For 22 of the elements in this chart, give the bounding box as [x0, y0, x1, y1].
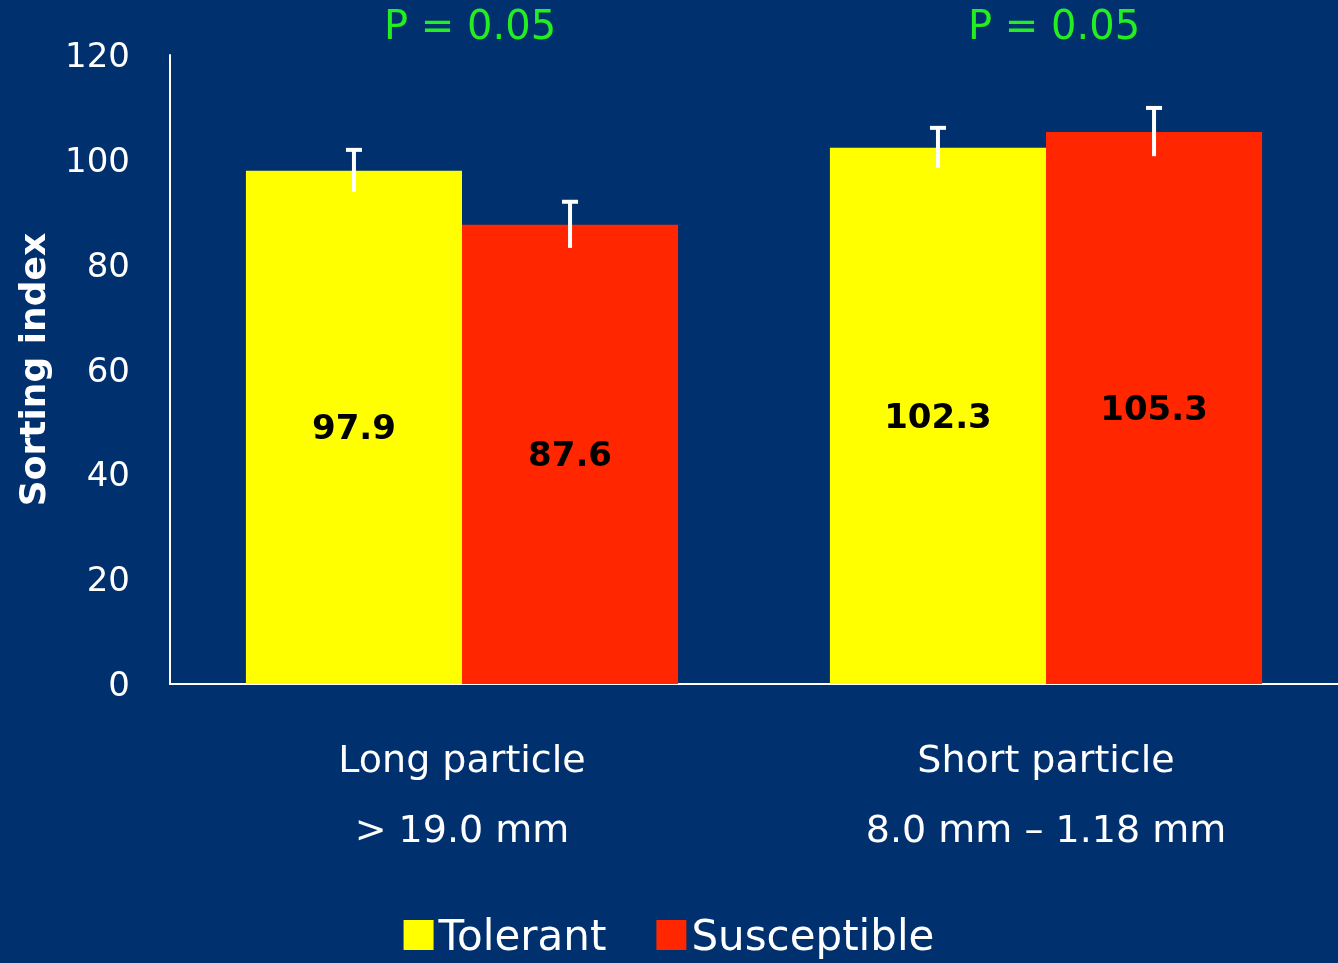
data-label: 105.3 — [1100, 388, 1208, 429]
y-tick-label: 40 — [86, 454, 130, 495]
y-tick-label: 60 — [86, 349, 130, 390]
legend-label: Tolerant — [437, 910, 607, 960]
data-label: 87.6 — [528, 434, 612, 475]
bar — [1046, 132, 1263, 684]
bar — [829, 147, 1046, 684]
text: P = 0.05 — [384, 2, 557, 48]
y-tick-label: 0 — [108, 664, 130, 704]
data-label: 102.3 — [884, 395, 992, 436]
y-tick-label: 120 — [65, 35, 130, 75]
bar — [462, 224, 679, 684]
text: P = 0.05 — [968, 2, 1141, 48]
y-tick-label: 100 — [65, 139, 130, 180]
y-tick-label: 80 — [86, 244, 130, 285]
x-tick-label: Short particle 8.0 mm – 1.18 mm — [865, 737, 1227, 851]
data-label: 97.9 — [312, 407, 396, 448]
y-tick-label: 20 — [86, 559, 130, 600]
bar — [245, 170, 462, 684]
x-tick-label: Long particle > 19.0 mm — [338, 737, 586, 851]
legend-label: Susceptible — [691, 910, 935, 960]
y-axis-title: Sorting index — [11, 232, 53, 507]
